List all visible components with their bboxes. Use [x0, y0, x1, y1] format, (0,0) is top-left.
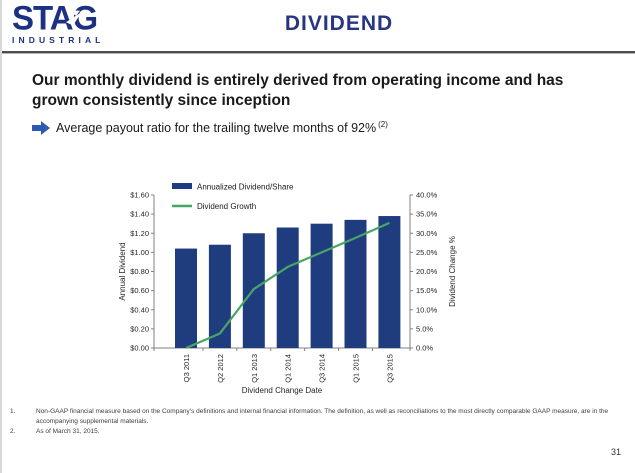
bar [310, 223, 333, 348]
header-divider [2, 51, 635, 54]
y-tick-label-right: 35.0% [416, 210, 438, 219]
bullet-footnote-ref: (2) [378, 119, 388, 129]
y-tick-label-left: $0.80 [130, 267, 149, 276]
stag-logo-wordmark: STAG [12, 0, 122, 37]
growth-line [185, 221, 390, 350]
bullet-text: Average payout ratio for the trailing tw… [56, 121, 377, 135]
flag-icon [66, 10, 82, 26]
x-category-label: Q3 2015 [385, 354, 394, 383]
x-category-label: Q3 2011 [182, 354, 191, 382]
y-tick-label-right: 25.0% [416, 248, 438, 257]
y-tick-label-left: $0.00 [130, 344, 149, 353]
y-tick-label-right: 5.0% [416, 324, 433, 333]
y-tick-label-left: $0.20 [130, 324, 149, 333]
x-category-label: Q1 2015 [352, 354, 361, 383]
bullet-row: Average payout ratio for the trailing tw… [32, 119, 388, 135]
y-tick-label-left: $0.40 [130, 305, 149, 314]
footnote-1-number: 1. [10, 408, 16, 415]
page-title: DIVIDEND [284, 12, 394, 35]
stag-logo-subtext: INDUSTRIAL [12, 35, 105, 45]
y-tick-label-left: $1.20 [130, 229, 149, 238]
y-tick-label-right: 20.0% [416, 267, 438, 276]
bar [276, 227, 299, 348]
y-tick-label-left: $0.60 [130, 286, 149, 295]
footnote-2-text: As of March 31, 2015. [36, 428, 100, 436]
page-number: 31 [610, 447, 621, 457]
legend-label-bar: Annualized Dividend/Share [197, 183, 294, 192]
x-category-label: Q1 2013 [250, 354, 259, 383]
dividend-chart: $0.00 $0.20 $0.40 $0.60 $0.80 $1.00 $1.20 $1.40… [115, 172, 495, 410]
footnote-2: 2. As of March 31, 2015. [10, 427, 630, 437]
legend-swatch-bar [172, 183, 192, 189]
footnotes: 1. Non-GAAP financial measure based on t… [10, 407, 630, 437]
y-tick-label-left: $1.00 [130, 248, 149, 257]
dividend-chart-svg: $0.00 $0.20 $0.40 $0.60 $0.80 $1.00 $1.20 $1.40… [118, 183, 457, 396]
headline-line-1: Our monthly dividend is entirely derived… [32, 72, 564, 89]
x-axis-title: Dividend Change Date [242, 386, 323, 395]
y-axis-title-left: Annual Dividend [118, 242, 127, 300]
legend-label-line: Dividend Growth [197, 202, 256, 211]
bar [378, 216, 401, 348]
stag-logo-text: STAG [12, 0, 98, 37]
footnote-2-number: 2. [10, 428, 16, 436]
y-tick-label-right: 40.0% [416, 191, 438, 200]
y-axis-title-right: Dividend Change % [448, 236, 457, 307]
y-tick-label-right: 15.0% [416, 286, 438, 295]
x-category-label: Q2 2012 [216, 354, 225, 383]
x-category-label: Q3 2014 [318, 354, 327, 383]
bar [344, 219, 367, 348]
y-tick-label-left: $1.60 [130, 191, 149, 200]
bar [208, 244, 231, 348]
arrow-right-icon [32, 121, 50, 135]
stag-logo: STAG INDUSTRIAL [12, 0, 122, 45]
y-tick-label-right: 0.0% [416, 344, 433, 353]
y-tick-label-right: 30.0% [416, 229, 438, 238]
y-tick-label-left: $1.40 [130, 210, 149, 219]
x-category-label: Q1 2014 [284, 354, 293, 383]
footnote-1-text: Non-GAAP financial measure based on the … [36, 408, 609, 426]
bar [175, 248, 197, 348]
footnote-1: 1. Non-GAAP financial measure based on t… [10, 407, 630, 427]
y-tick-label-right: 10.0% [416, 305, 438, 314]
headline: Our monthly dividend is entirely derived… [32, 71, 632, 111]
headline-line-2: grown consistently since inception [32, 91, 291, 109]
